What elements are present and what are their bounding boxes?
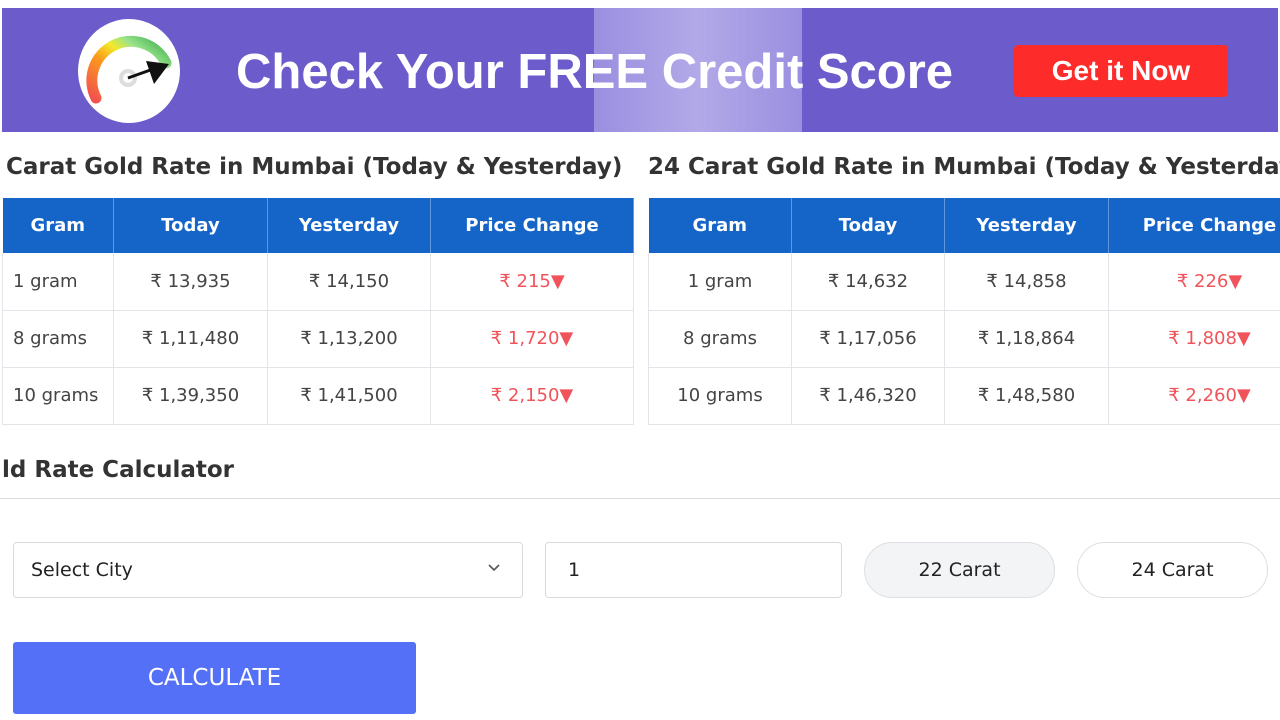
table-cell: 1 gram [2, 253, 114, 311]
table-cell: ₹ 1,41,500 [267, 367, 431, 425]
price-change-cell: ₹ 1,808▼ [1108, 310, 1280, 368]
price-change-cell: ₹ 226▼ [1108, 253, 1280, 311]
column-header: Gram [648, 198, 792, 253]
table-cell: ₹ 1,11,480 [113, 310, 268, 368]
price-change-cell: ₹ 215▼ [430, 253, 634, 311]
table-cell: ₹ 14,632 [791, 253, 945, 311]
table-cell: ₹ 14,858 [944, 253, 1109, 311]
table-cell: ₹ 14,150 [267, 253, 431, 311]
column-header: Price Change [430, 198, 634, 253]
price-change-cell: ₹ 2,150▼ [430, 367, 634, 425]
carat-24-option[interactable]: 24 Carat [1077, 542, 1268, 598]
table-row: 1 gram ₹ 14,632 ₹ 14,858 ₹ 226▼ [648, 253, 1280, 311]
city-select-value: Select City [31, 559, 133, 581]
table-header-row: Gram Today Yesterday Price Change [2, 198, 634, 253]
banner-highlight-band [594, 8, 802, 132]
table-row: 10 grams ₹ 1,46,320 ₹ 1,48,580 ₹ 2,260▼ [648, 367, 1280, 425]
table-row: 1 gram ₹ 13,935 ₹ 14,150 ₹ 215▼ [2, 253, 634, 311]
gold-24-rate-table: Gram Today Yesterday Price Change 1 gram ₹ 14… [648, 198, 1280, 425]
gold-22-heading: Carat Gold Rate in Mumbai (Today & Yeste… [6, 154, 623, 180]
table-cell: 8 grams [648, 310, 792, 368]
table-cell: 10 grams [648, 367, 792, 425]
banner-title: Check Your FREE Credit Score [236, 45, 954, 99]
credit-score-banner[interactable]: Check Your FREE Credit Score Get it Now [2, 8, 1278, 132]
table-cell: ₹ 1,18,864 [944, 310, 1109, 368]
quantity-input[interactable] [545, 542, 842, 598]
table-row: 10 grams ₹ 1,39,350 ₹ 1,41,500 ₹ 2,150▼ [2, 367, 634, 425]
table-cell: ₹ 1,46,320 [791, 367, 945, 425]
gold-24-table-container: Gram Today Yesterday Price Change 1 gram ₹ 14… [648, 0, 1280, 720]
divider [0, 498, 1280, 499]
table-row: 8 grams ₹ 1,11,480 ₹ 1,13,200 ₹ 1,720▼ [2, 310, 634, 368]
column-header: Today [791, 198, 945, 253]
get-it-now-button[interactable]: Get it Now [1014, 45, 1228, 97]
column-header: Yesterday [944, 198, 1109, 253]
column-header: Gram [2, 198, 114, 253]
column-header: Price Change [1108, 198, 1280, 253]
table-cell: 10 grams [2, 367, 114, 425]
table-cell: ₹ 13,935 [113, 253, 268, 311]
table-row: 8 grams ₹ 1,17,056 ₹ 1,18,864 ₹ 1,808▼ [648, 310, 1280, 368]
gold-22-rate-table: Gram Today Yesterday Price Change 1 gram ₹ 13… [2, 198, 634, 425]
table-cell: ₹ 1,48,580 [944, 367, 1109, 425]
calculator-heading: ld Rate Calculator [2, 457, 235, 483]
table-cell: 8 grams [2, 310, 114, 368]
gold-24-heading: 24 Carat Gold Rate in Mumbai (Today & Ye… [648, 154, 1280, 180]
column-header: Yesterday [267, 198, 431, 253]
credit-score-gauge-icon [78, 19, 180, 123]
table-cell: ₹ 1,17,056 [791, 310, 945, 368]
table-cell: ₹ 1,13,200 [267, 310, 431, 368]
chevron-down-icon [488, 564, 500, 572]
table-cell: ₹ 1,39,350 [113, 367, 268, 425]
city-select[interactable]: Select City [13, 542, 523, 598]
price-change-cell: ₹ 2,260▼ [1108, 367, 1280, 425]
carat-22-option[interactable]: 22 Carat [864, 542, 1055, 598]
column-header: Today [113, 198, 268, 253]
calculate-button[interactable]: CALCULATE [13, 642, 416, 714]
table-cell: 1 gram [648, 253, 792, 311]
price-change-cell: ₹ 1,720▼ [430, 310, 634, 368]
table-header-row: Gram Today Yesterday Price Change [648, 198, 1280, 253]
